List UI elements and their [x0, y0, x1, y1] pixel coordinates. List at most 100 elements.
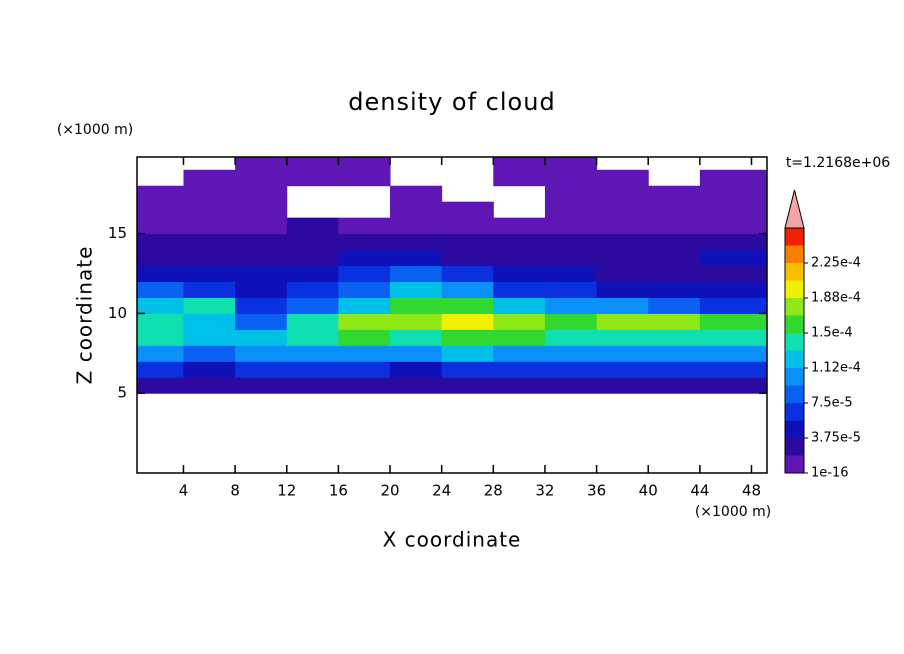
field-cell	[286, 281, 339, 298]
field-cell	[544, 217, 598, 235]
field-cell	[183, 377, 236, 394]
field-cell	[390, 233, 443, 251]
x-tick-label: 8	[230, 482, 240, 500]
field-cell	[183, 169, 236, 187]
field-cell	[493, 249, 546, 267]
field-cell	[699, 329, 768, 346]
field-cell	[441, 377, 494, 394]
field-cell	[235, 169, 288, 187]
field-cell	[183, 233, 236, 251]
colorbar-band	[785, 315, 804, 333]
field-cell	[183, 185, 236, 203]
field-cell	[183, 329, 236, 346]
field-cell	[493, 265, 546, 282]
field-cell	[286, 377, 339, 394]
field-cell	[648, 217, 701, 235]
field-cell	[544, 233, 598, 251]
field-cell	[235, 265, 288, 282]
field-cell	[183, 297, 236, 314]
field-cell	[441, 217, 494, 235]
field-cell	[286, 345, 339, 362]
field-cell	[596, 345, 649, 362]
field-cell	[699, 217, 768, 235]
field-cell	[286, 157, 339, 171]
field-cell	[286, 313, 339, 330]
colorbar-band	[785, 438, 804, 456]
field-cell	[338, 265, 391, 282]
field-cell	[493, 233, 546, 251]
y-axis-label: Z coordinate	[73, 246, 97, 385]
field-cell	[286, 329, 339, 346]
field-cell	[441, 329, 494, 346]
field-cell	[441, 265, 494, 282]
colorbar-band	[785, 385, 804, 403]
field-cell	[544, 265, 598, 282]
x-tick-label: 32	[535, 482, 554, 500]
field-cell	[441, 345, 494, 362]
field-cell	[648, 329, 701, 346]
field-cell	[493, 217, 546, 235]
x-tick-label: 20	[380, 482, 399, 500]
field-cell	[183, 361, 236, 378]
colorbar-band	[785, 350, 804, 368]
colorbar-band	[785, 333, 804, 351]
field-cell	[596, 185, 649, 203]
field-cell	[235, 217, 288, 235]
field-cell	[235, 329, 288, 346]
colorbar-tick-label: 3.75e-5	[811, 431, 861, 446]
field-cell	[544, 157, 598, 171]
field-cell	[390, 361, 443, 378]
field-cell	[493, 377, 546, 394]
colorbar-band	[785, 455, 804, 473]
field-cell	[390, 281, 443, 298]
field-cell	[699, 377, 768, 394]
field-cell	[699, 201, 768, 219]
field-cell	[648, 345, 701, 362]
field-cell	[235, 281, 288, 298]
field-cell	[338, 281, 391, 298]
field-cell	[596, 377, 649, 394]
field-cell	[493, 157, 546, 171]
field-cell	[183, 249, 236, 267]
field-cell	[338, 377, 391, 394]
field-cell	[596, 233, 649, 251]
field-cell	[441, 249, 494, 267]
field-cell	[544, 329, 598, 346]
field-cell	[544, 377, 598, 394]
field-cell	[235, 313, 288, 330]
x-axis-label: X coordinate	[383, 528, 522, 552]
y-tick-label: 5	[117, 384, 127, 402]
field-cell	[286, 217, 339, 235]
field-cell	[544, 297, 598, 314]
field-cell	[441, 281, 494, 298]
field-cell	[390, 217, 443, 235]
field-cell	[596, 329, 649, 346]
field-cell	[648, 377, 701, 394]
field-cell	[235, 185, 288, 203]
field-cell	[441, 233, 494, 251]
field-cell	[699, 361, 768, 378]
field-cell	[544, 201, 598, 219]
field-cell	[183, 217, 236, 235]
field-cell	[596, 297, 649, 314]
colorbar-tick-label: 7.5e-5	[811, 396, 853, 411]
colorbar-band	[785, 228, 804, 246]
x-tick-label: 16	[329, 482, 348, 500]
field-cell	[390, 185, 443, 203]
field-cell	[699, 281, 768, 298]
field-cell	[390, 345, 443, 362]
field-cell	[137, 361, 184, 378]
field-cell	[390, 377, 443, 394]
colorbar-tick-label: 1.88e-4	[811, 291, 861, 306]
field-cell	[648, 281, 701, 298]
field-cell	[137, 201, 184, 219]
field-cell	[338, 169, 391, 187]
colorbar-band	[785, 245, 804, 263]
field-cell	[286, 169, 339, 187]
field-cell	[338, 329, 391, 346]
field-cell	[596, 169, 649, 187]
field-cell	[338, 361, 391, 378]
field-cell	[699, 185, 768, 203]
field-cell	[596, 249, 649, 267]
field-cell	[137, 185, 184, 203]
